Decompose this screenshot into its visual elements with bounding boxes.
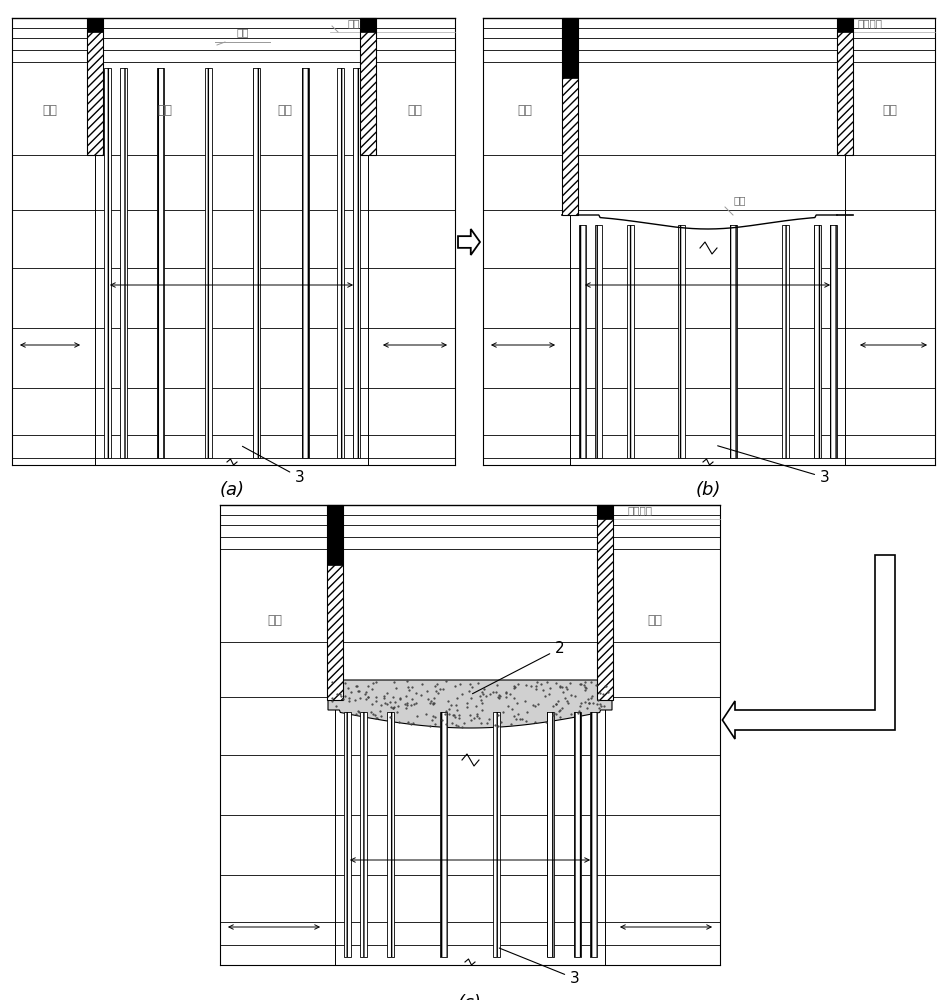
Bar [597,505,613,519]
Polygon shape [328,680,612,728]
Text: 3: 3 [500,948,579,986]
Bar [87,18,103,155]
Text: 土层: 土层 [278,104,293,116]
Text: 土层: 土层 [408,104,423,116]
Bar [590,712,596,957]
Bar [829,225,837,458]
Bar [590,712,596,957]
Bar [87,18,103,32]
Bar [87,18,103,155]
Text: 水位: 水位 [733,195,747,205]
Bar [678,225,685,458]
Bar [360,18,376,155]
Text: 水位: 水位 [237,27,249,37]
Text: 自然地面: 自然地面 [627,505,653,515]
Text: 土层: 土层 [883,104,898,116]
Text: 土层: 土层 [517,104,532,116]
Bar [387,712,393,957]
Bar [594,225,602,458]
Bar [546,712,553,957]
Bar [301,68,309,458]
Bar [205,68,212,458]
Text: 土层: 土层 [42,104,57,116]
Text: 3: 3 [717,446,830,485]
Text: (b): (b) [695,481,721,499]
Bar [344,712,350,957]
Bar [493,712,500,957]
Polygon shape [722,555,895,739]
Bar [730,225,737,458]
Bar [360,18,376,155]
Bar [344,712,350,957]
Bar [119,68,127,458]
Bar [327,505,343,565]
Bar [439,712,447,957]
Bar [781,225,789,458]
Bar [254,68,260,458]
Bar [205,68,212,458]
Text: 自然地面: 自然地面 [857,18,883,28]
Bar [837,18,853,155]
Bar [562,18,578,215]
Text: 自然地面: 自然地面 [347,18,373,28]
Bar [578,225,586,458]
Bar [578,225,586,458]
Text: 土层: 土层 [648,613,663,626]
Bar [493,712,500,957]
Bar [157,68,163,458]
Bar [837,18,853,32]
Bar [813,225,821,458]
Text: 土层: 土层 [268,613,283,626]
Bar [336,68,344,458]
Bar [594,225,602,458]
Bar [119,68,127,458]
Text: 2: 2 [472,641,564,694]
Bar [360,712,366,957]
Bar [781,225,789,458]
Bar [157,68,163,458]
Polygon shape [458,229,480,255]
Bar [327,505,343,700]
Bar [626,225,634,458]
Bar [678,225,685,458]
Bar [837,18,853,155]
Bar [360,712,366,957]
Bar [352,68,360,458]
Bar [352,68,360,458]
Text: (c): (c) [458,994,482,1000]
Bar [562,18,578,215]
Bar [813,225,821,458]
Bar [730,225,737,458]
Text: 3: 3 [242,446,305,485]
Bar [336,68,344,458]
Bar [626,225,634,458]
Bar [360,18,376,32]
Bar [597,505,613,700]
Bar [103,68,111,458]
Bar [574,712,580,957]
Bar [574,712,580,957]
Text: (a): (a) [220,481,244,499]
Bar [254,68,260,458]
Bar [562,18,578,78]
Bar [829,225,837,458]
Bar [387,712,393,957]
Bar [301,68,309,458]
Bar [327,505,343,700]
Bar [546,712,553,957]
Text: 土层: 土层 [158,104,173,116]
Bar [597,505,613,700]
Bar [103,68,111,458]
Bar [439,712,447,957]
